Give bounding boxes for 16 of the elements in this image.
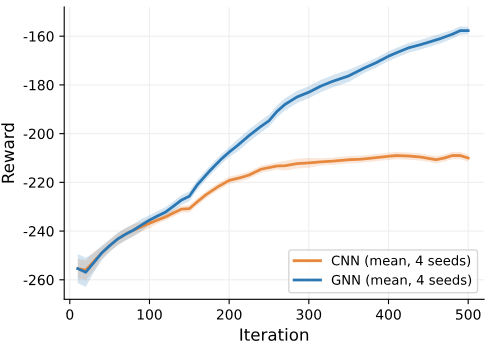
x-tick-label: 400 xyxy=(376,309,401,320)
x-tick-label: 200 xyxy=(216,309,242,320)
y-tick-label: -220 xyxy=(24,177,54,188)
x-tick-label: 500 xyxy=(456,309,481,320)
y-tick-label: -200 xyxy=(24,128,54,140)
y-tick-label: -180 xyxy=(24,80,54,90)
legend-label: GNN (mean, 4 seeds) xyxy=(332,274,472,286)
y-axis-title: Reward xyxy=(1,124,14,183)
x-tick-label: 100 xyxy=(138,309,162,320)
x-axis-title: Iteration xyxy=(240,328,308,341)
legend-label: CNN (mean, 4 seeds) xyxy=(332,255,470,268)
y-tick-label: -260 xyxy=(24,274,54,286)
y-tick-label: -240 xyxy=(24,226,54,237)
x-tick-label: 0 xyxy=(66,309,74,320)
x-tick-label: 300 xyxy=(296,309,322,320)
y-tick-label: -160 xyxy=(24,31,54,42)
